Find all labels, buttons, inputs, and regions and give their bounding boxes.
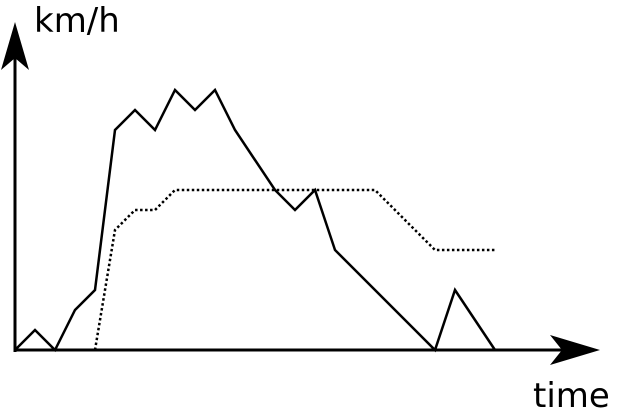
x-axis-arrowhead [550,335,600,365]
series-dotted-line [93,188,495,351]
series-layer [14,87,497,353]
series-solid-line [14,87,497,353]
axes [1,22,600,365]
y-axis-arrowhead [1,22,29,70]
y-axis-label: km/h [34,1,120,41]
x-axis-label: time [533,376,610,411]
